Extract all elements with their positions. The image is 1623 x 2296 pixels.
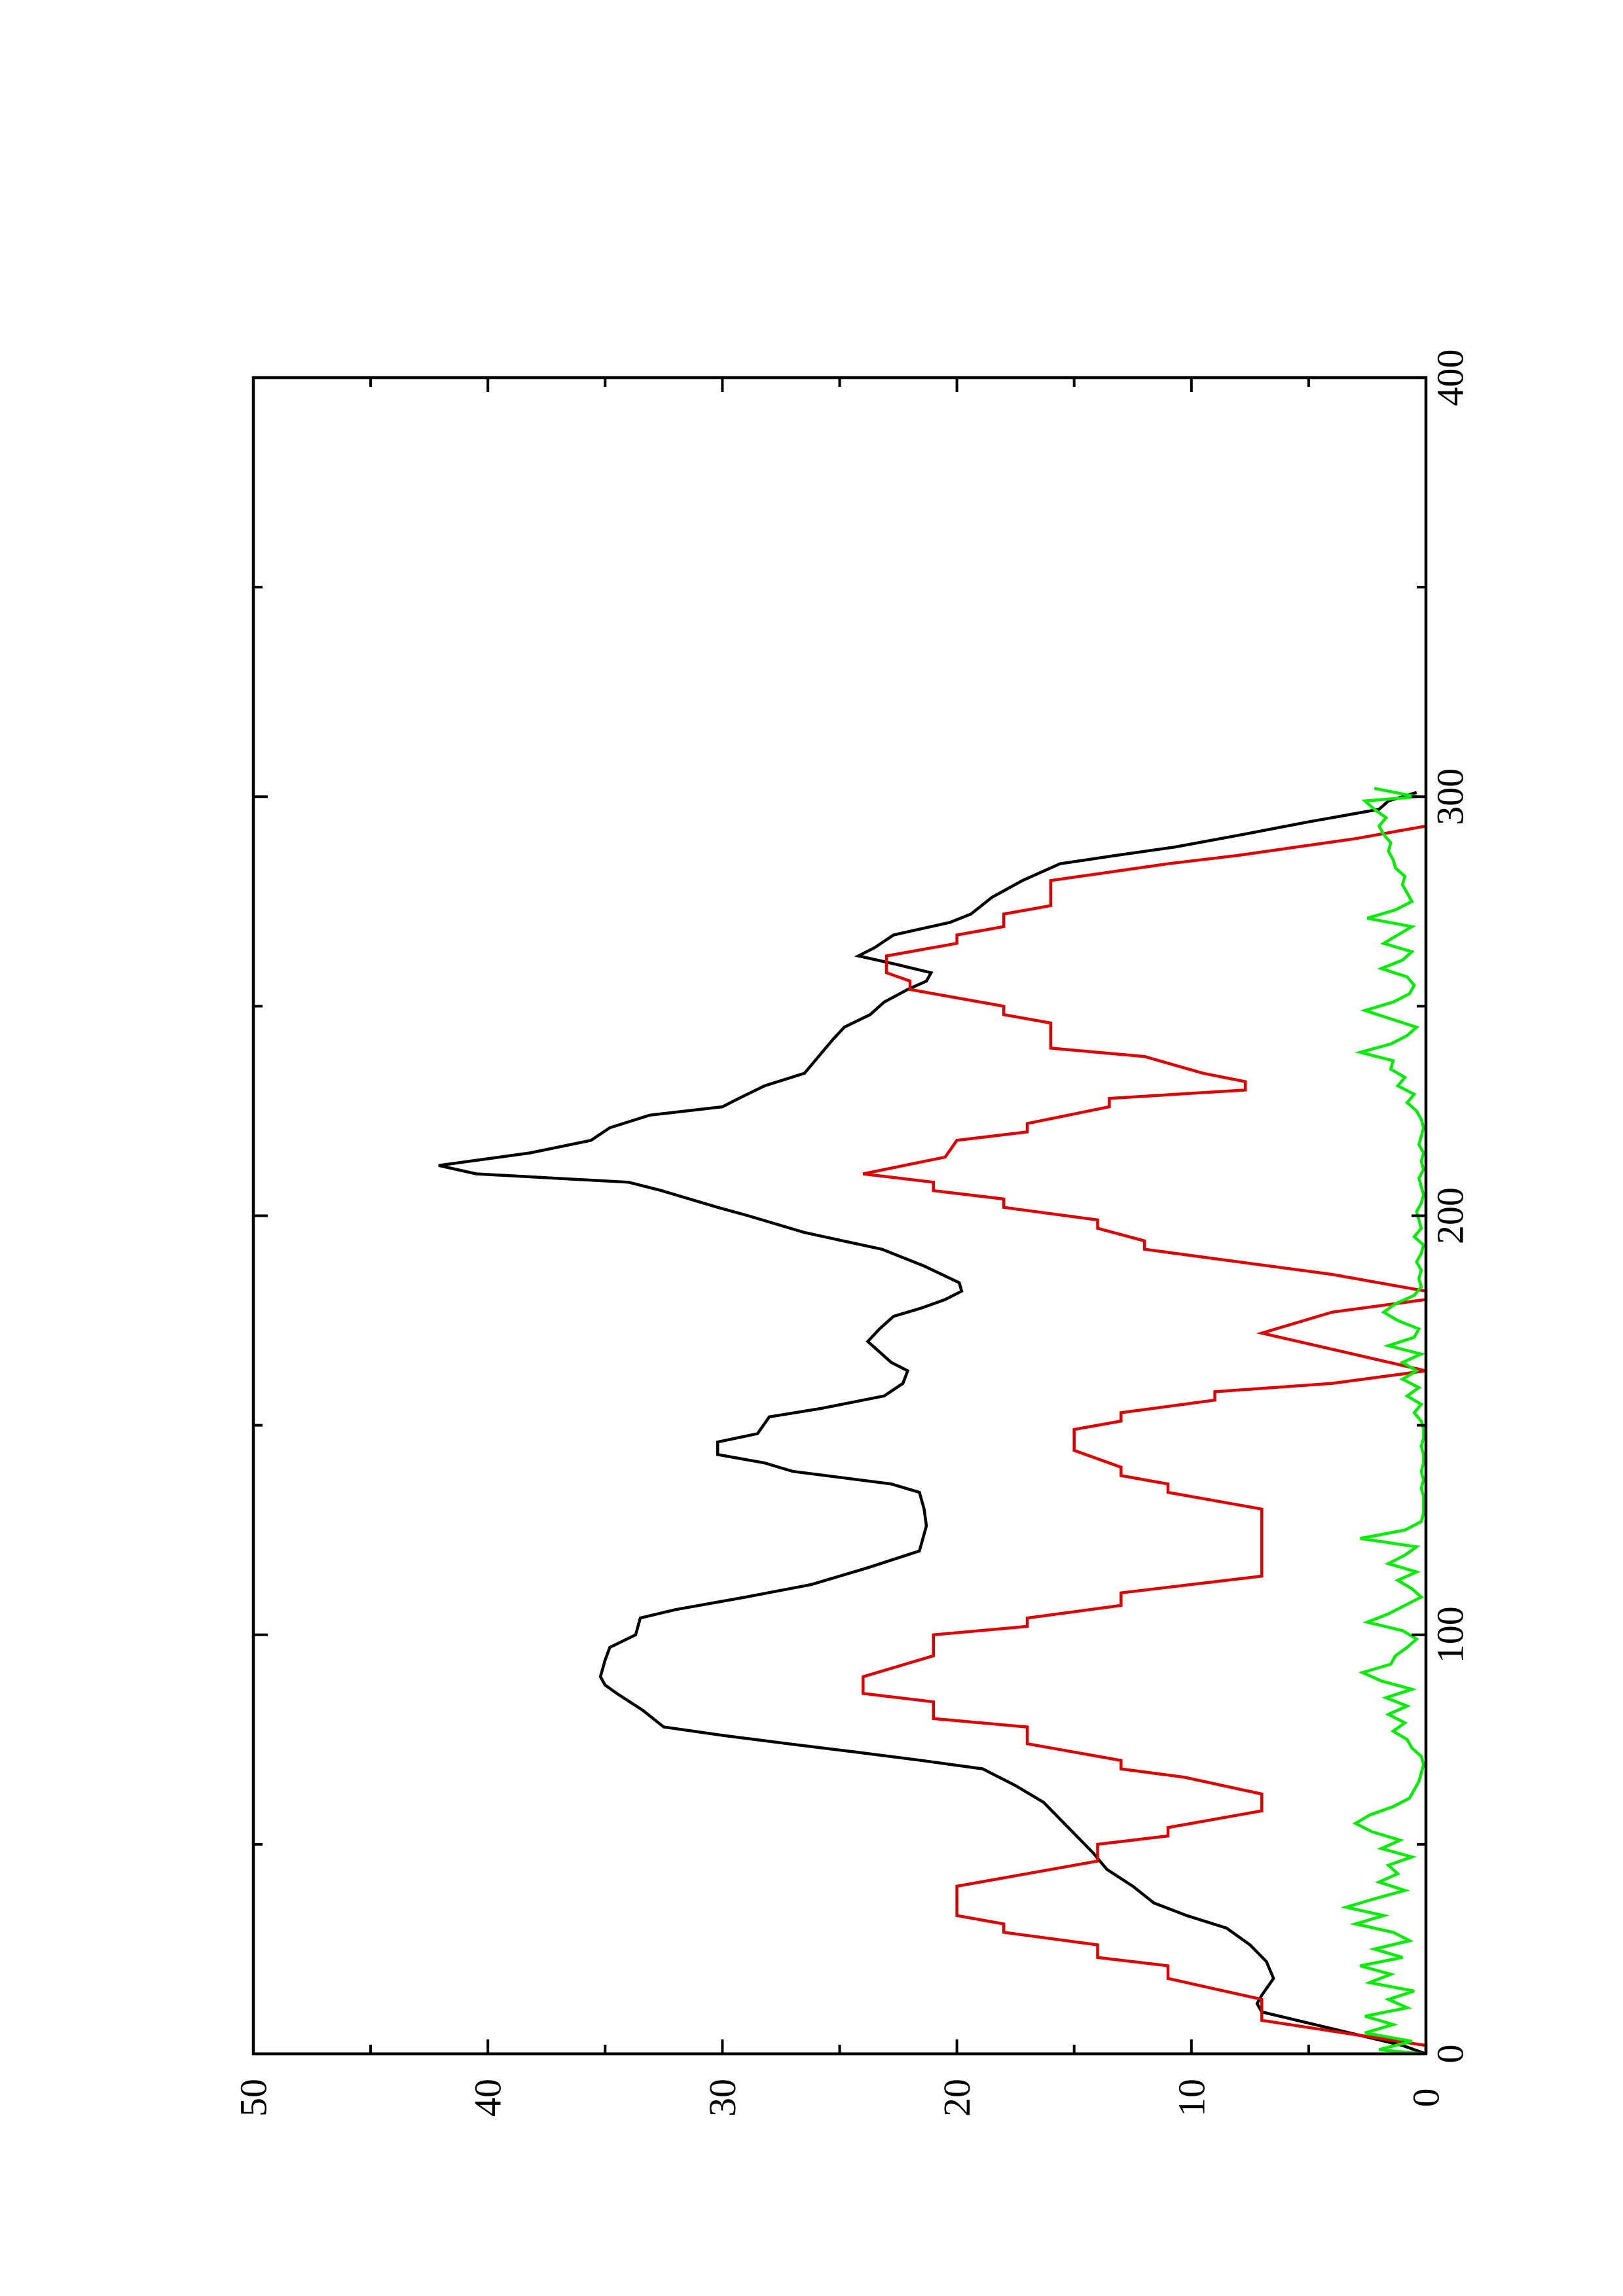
x-tick-label: 400 xyxy=(1429,350,1472,406)
plot-frame xyxy=(251,376,1428,2056)
x-tick-label: 200 xyxy=(1429,1187,1472,1244)
series-line-2 xyxy=(862,824,1428,2054)
series-layer xyxy=(438,787,1428,2056)
y-tick-label: 10 xyxy=(1170,2079,1213,2117)
tick-label-layer: 0 100 200 300 400 0 10 20 30 40 50 xyxy=(232,350,1472,2117)
series-line-3 xyxy=(1340,787,1426,2056)
x-tick-label: 300 xyxy=(1429,768,1472,825)
y-tick-label: 50 xyxy=(232,2079,275,2117)
y-tick-label: 20 xyxy=(936,2079,978,2117)
series-line-1 xyxy=(438,791,1427,2056)
y-tick-label: 40 xyxy=(467,2079,509,2117)
x-tick-label: 0 xyxy=(1429,2045,1472,2064)
x-tick-label: 100 xyxy=(1429,1606,1472,1663)
y-tick-label: 0 xyxy=(1405,2089,1448,2108)
y-tick-label: 30 xyxy=(701,2079,744,2117)
